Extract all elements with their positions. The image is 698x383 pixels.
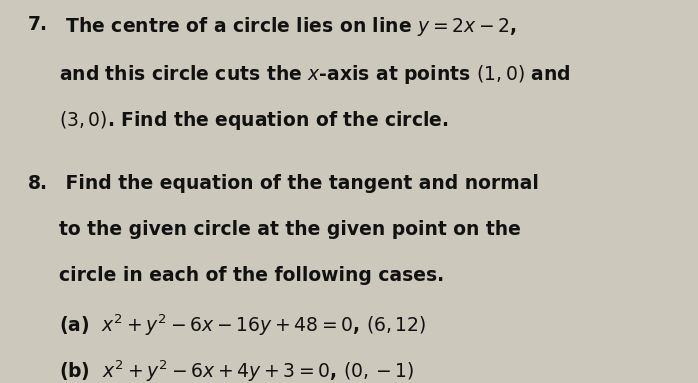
Text: $(3,0)$. Find the equation of the circle.: $(3,0)$. Find the equation of the circle… [59,109,449,132]
Text: 7.: 7. [28,15,48,34]
Text: (b)  $x^2+y^2-6x+4y+3=0$, $(0,-1)$: (b) $x^2+y^2-6x+4y+3=0$, $(0,-1)$ [59,358,415,383]
Text: Find the equation of the tangent and normal: Find the equation of the tangent and nor… [59,174,540,193]
Text: to the given circle at the given point on the: to the given circle at the given point o… [59,220,521,239]
Text: circle in each of the following cases.: circle in each of the following cases. [59,266,445,285]
Text: 8.: 8. [28,174,48,193]
Text: and this circle cuts the $x$-axis at points $(1,0)$ and: and this circle cuts the $x$-axis at poi… [59,63,571,86]
Text: The centre of a circle lies on line $y=2x-2$,: The centre of a circle lies on line $y=2… [59,15,517,38]
Text: (a)  $x^2+y^2-6x-16y+48=0$, $(6,12)$: (a) $x^2+y^2-6x-16y+48=0$, $(6,12)$ [59,312,427,338]
